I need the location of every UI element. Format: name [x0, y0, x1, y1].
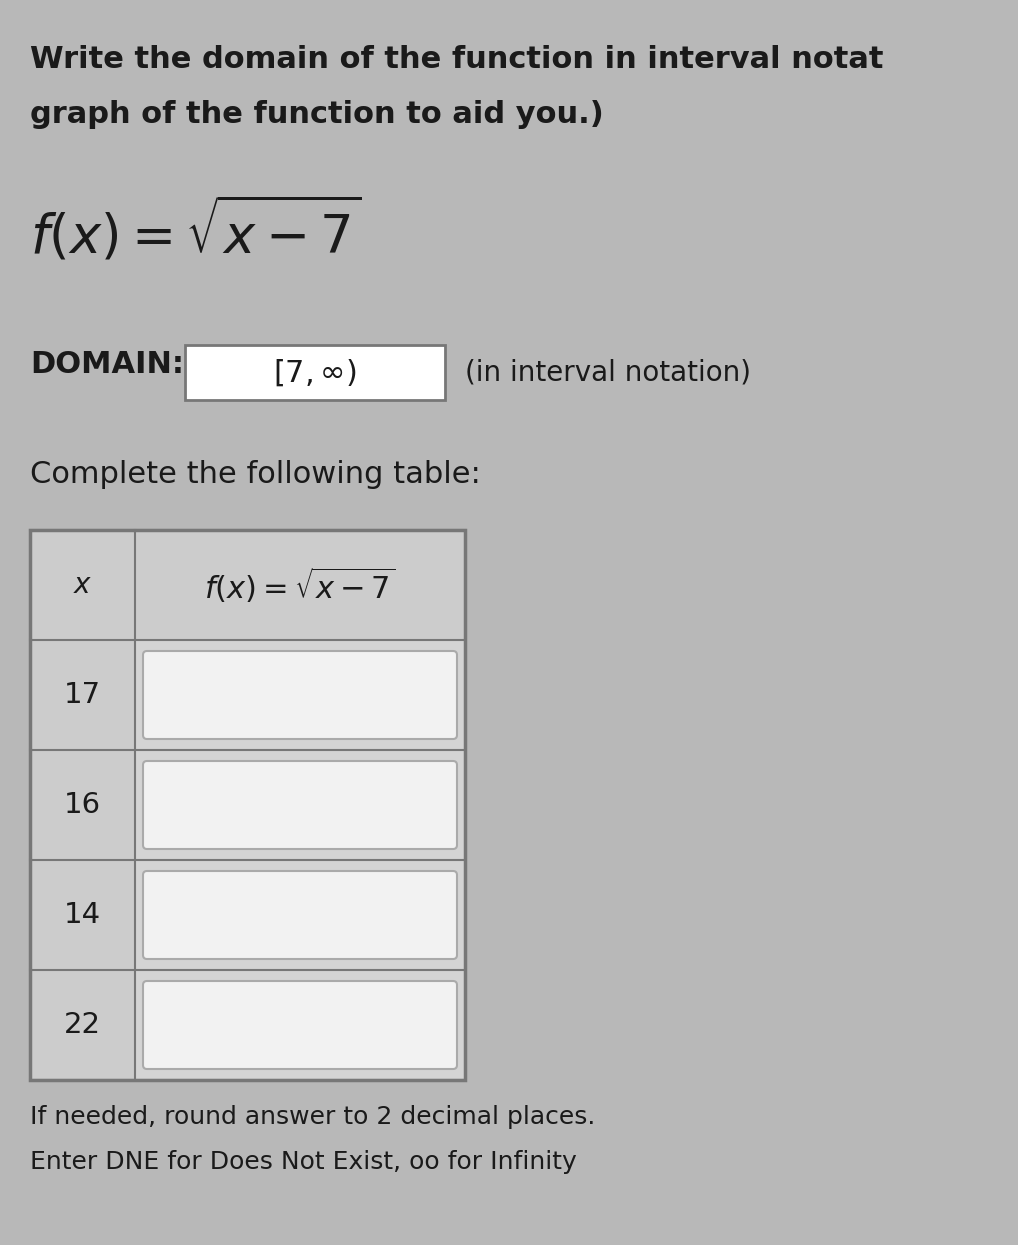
Text: $[7,\infty)$: $[7,\infty)$	[273, 357, 356, 387]
FancyBboxPatch shape	[143, 981, 457, 1069]
Text: If needed, round answer to 2 decimal places.: If needed, round answer to 2 decimal pla…	[30, 1106, 596, 1129]
Text: 17: 17	[64, 681, 101, 708]
Text: 14: 14	[64, 901, 101, 929]
Bar	[30, 749, 135, 860]
Text: 16: 16	[64, 791, 101, 819]
Text: Complete the following table:: Complete the following table:	[30, 459, 480, 489]
Text: 22: 22	[64, 1011, 101, 1040]
Bar	[30, 530, 465, 1079]
Text: $f(x) = \sqrt{x - 7}$: $f(x) = \sqrt{x - 7}$	[30, 195, 361, 264]
Text: DOMAIN:: DOMAIN:	[30, 350, 184, 378]
Bar	[30, 970, 135, 1079]
Text: $x$: $x$	[73, 571, 93, 599]
Text: (in interval notation): (in interval notation)	[465, 359, 751, 386]
Text: Enter DNE for Does Not Exist, oo for Infinity: Enter DNE for Does Not Exist, oo for Inf…	[30, 1150, 577, 1174]
Text: graph of the function to aid you.): graph of the function to aid you.)	[30, 100, 604, 129]
FancyBboxPatch shape	[143, 872, 457, 959]
Text: Write the domain of the function in interval notat: Write the domain of the function in inte…	[30, 45, 884, 73]
FancyBboxPatch shape	[143, 651, 457, 740]
Bar	[30, 530, 465, 640]
Text: $f(x) = \sqrt{x - 7}$: $f(x) = \sqrt{x - 7}$	[204, 565, 396, 605]
Bar	[30, 640, 135, 749]
FancyBboxPatch shape	[185, 345, 445, 400]
FancyBboxPatch shape	[143, 761, 457, 849]
Bar	[30, 860, 135, 970]
Bar	[30, 530, 465, 1079]
